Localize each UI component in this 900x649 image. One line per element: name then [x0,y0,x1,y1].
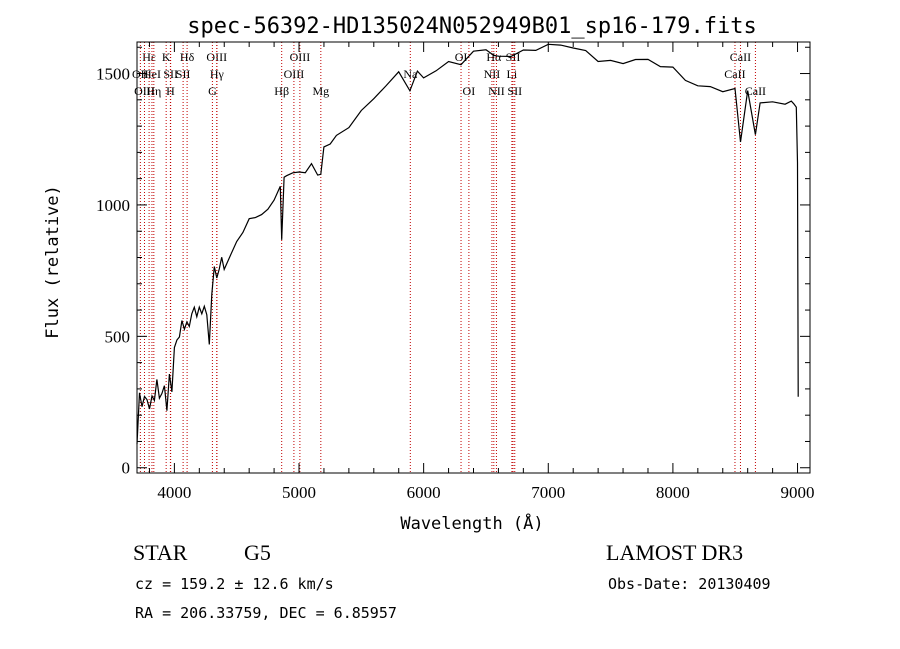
x-tick-label-2: 6000 [407,483,441,502]
y-tick-label-2: 1000 [96,196,130,215]
line-label-2: OIII [134,84,155,98]
line-label-16: Mg [312,84,329,98]
line-label-12: G [208,84,217,98]
x-tick-label-4: 8000 [656,483,690,502]
x-tick-label-5: 9000 [781,483,815,502]
line-label-0: Hε [142,50,156,64]
plot-frame [136,41,811,474]
line-label-19: OI [463,84,476,98]
redshift-velocity: cz = 159.2 ± 12.6 km/s [135,575,334,593]
line-label-5: K [162,50,171,64]
line-label-13: Hβ [274,84,289,98]
coordinates: RA = 206.33759, DEC = 6.85957 [135,604,397,622]
y-tick-label-0: 0 [122,459,131,478]
y-tick-label-3: 1500 [96,65,130,84]
x-tick-label-3: 7000 [531,483,565,502]
observation-date: Obs-Date: 20130409 [608,575,771,593]
line-label-27: CaII [724,67,745,81]
line-label-24: Li [507,67,518,81]
y-axis-label: Flux (relative) [43,185,63,339]
survey-name: LAMOST DR3 [606,540,744,565]
line-label-18: OI [455,50,468,64]
line-label-17: Na [403,67,418,81]
x-axis-label: Wavelength (Å) [400,512,543,534]
line-label-8: Hδ [180,50,195,64]
line-label-22: NII [488,84,505,98]
line-label-26: CaII [730,50,751,64]
flux-series-line [136,43,799,445]
line-label-14: OIII [290,50,311,64]
axes: 4000 5000 6000 7000 8000 9000 0 500 1000 1500 [96,42,815,502]
spectral-subclass: G5 [244,540,271,565]
line-label-3: HeI [143,67,161,81]
line-label-6: SII [163,67,178,81]
line-label-25: SII [507,84,522,98]
object-class: STAR [133,540,188,565]
x-tick-label-0: 4000 [157,483,191,502]
y-tick-label-1: 500 [105,327,131,346]
line-label-15: OIII [284,67,305,81]
chart-title: spec-56392-HD135024N052949B01_sp16-179.f… [187,14,757,39]
line-label-28: CaII [745,84,766,98]
line-label-4: Hη [146,84,161,98]
line-label-9: SII [176,67,191,81]
line-label-11: Hγ [210,67,225,81]
x-tick-label-1: 5000 [282,483,316,502]
line-label-21: NII [484,67,501,81]
line-label-7: H [166,84,175,98]
